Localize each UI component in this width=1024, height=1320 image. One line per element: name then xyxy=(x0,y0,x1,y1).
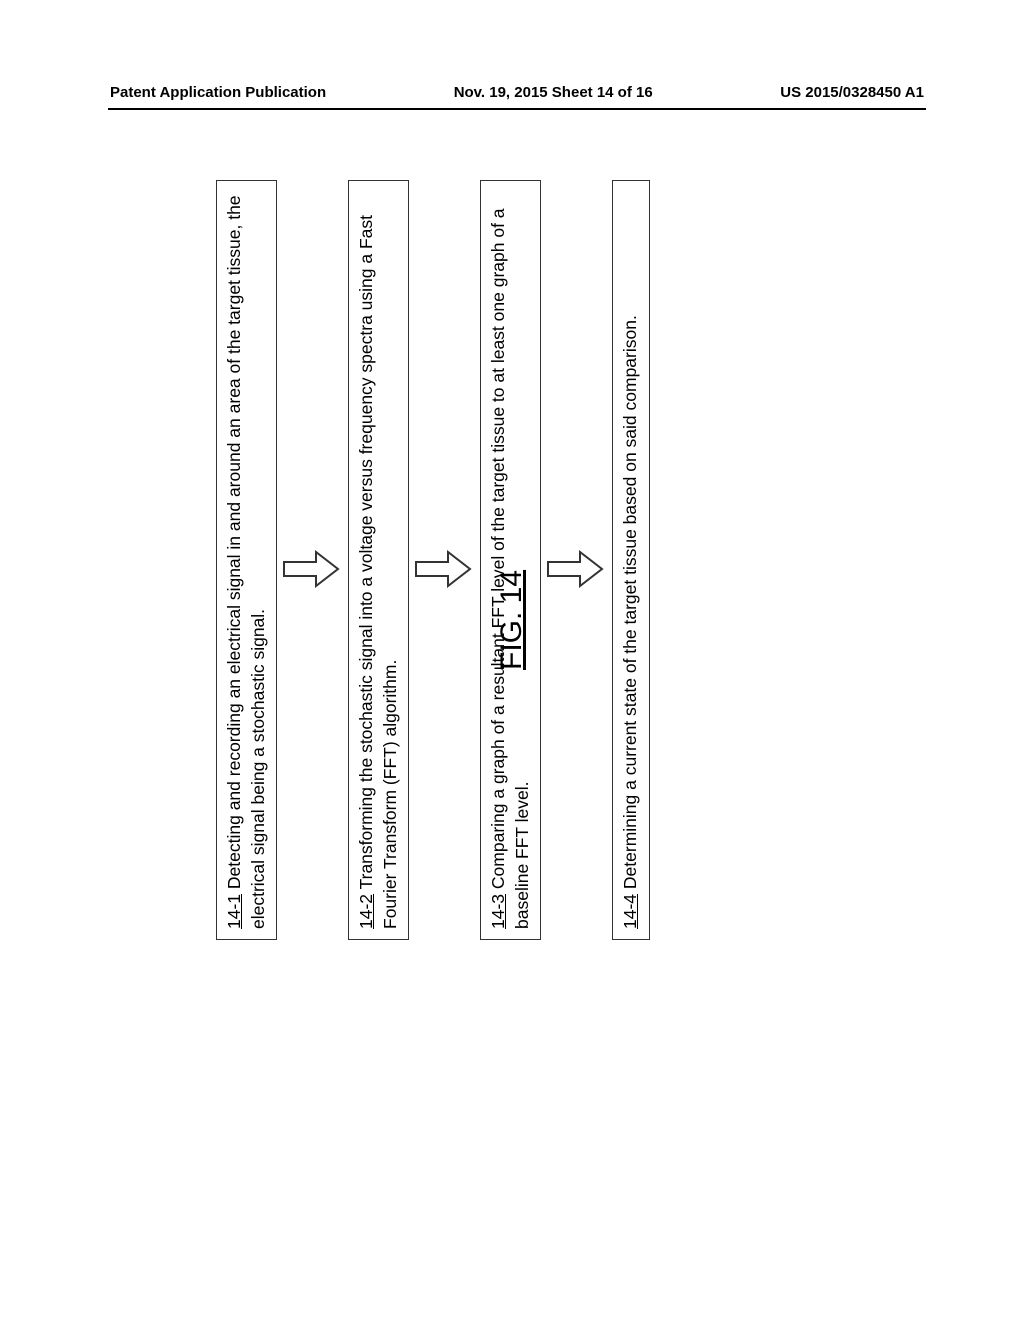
flow-step-box: 14-1 Detecting and recording an electric… xyxy=(216,180,277,940)
arrow-icon xyxy=(414,550,472,588)
arrow-icon xyxy=(546,550,604,588)
figure-caption: FIG. 14 xyxy=(495,570,529,670)
step-text-content: Detecting and recording an electrical si… xyxy=(224,195,268,929)
flow-step-box: 14-2 Transforming the stochastic signal … xyxy=(348,180,409,940)
step-number: 14-3 xyxy=(488,894,508,929)
flow-arrow-3 xyxy=(556,540,594,598)
flow-step-box: 14-3 Comparing a graph of a resultant FF… xyxy=(480,180,541,940)
flow-step-14-3: 14-3 Comparing a graph of a resultant FF… xyxy=(480,180,541,940)
header-row: Patent Application Publication Nov. 19, … xyxy=(110,84,924,101)
step-text-content: Comparing a graph of a resultant FFT lev… xyxy=(488,208,532,929)
page: Patent Application Publication Nov. 19, … xyxy=(0,0,1024,1320)
step-number: 14-2 xyxy=(356,894,376,929)
step-number: 14-4 xyxy=(620,894,640,929)
flow-step-14-2: 14-2 Transforming the stochastic signal … xyxy=(348,180,409,940)
flow-arrow-2 xyxy=(424,540,462,598)
header-pub-number: US 2015/0328450 A1 xyxy=(780,84,924,101)
flow-step-box: 14-4 Determining a current state of the … xyxy=(612,180,650,940)
step-text-content: Determining a current state of the targe… xyxy=(620,315,640,889)
header-publication: Patent Application Publication xyxy=(110,84,326,101)
arrow-icon xyxy=(282,550,340,588)
flow-arrow-1 xyxy=(292,540,330,598)
flow-step-14-4: 14-4 Determining a current state of the … xyxy=(612,180,650,940)
header-date-sheet: Nov. 19, 2015 Sheet 14 of 16 xyxy=(454,84,653,101)
step-number: 14-1 xyxy=(224,894,244,929)
header-rule xyxy=(108,108,926,110)
flow-step-14-1: 14-1 Detecting and recording an electric… xyxy=(216,180,277,940)
step-text-content: Transforming the stochastic signal into … xyxy=(356,215,400,929)
